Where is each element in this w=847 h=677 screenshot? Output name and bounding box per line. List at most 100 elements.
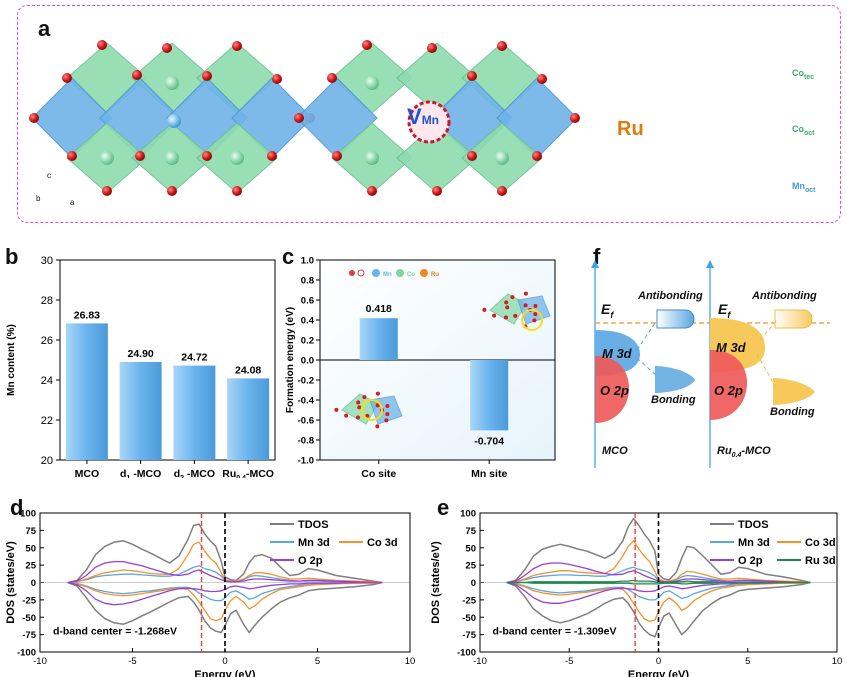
bar [227,378,270,460]
panel-d-label: d [10,495,24,520]
structure-vacancy [294,40,580,196]
y-tick-label: 24 [41,375,53,387]
legend-label: TDOS [298,519,329,531]
series-line-o-2p [506,562,811,584]
y-tick-label: 30 [41,255,53,267]
y-tick-label: 0 [31,578,36,589]
legend-label: Mn 3d [738,537,770,549]
x-axis-label: Energy (eV) [628,669,689,677]
y-tick-label: 100 [20,509,36,520]
y-tick-label: 0.6 [301,296,314,307]
y-tick-label: -75 [462,630,476,641]
chart-c: -1.0 -0.8 -0.6 -0.4 -0.2 0.0 0.2 0.4 0.6 0.8 1.0 Fo… [285,256,556,478]
legend-co-tec-label: Cotec [792,68,815,81]
y-axis-label: DOS (states/eV) [5,541,17,624]
legend-marker [420,269,428,277]
site-highlight [521,309,543,331]
f-left-antibonding-label: Antibonding [638,290,703,302]
x-tick-label: 5 [745,656,750,667]
y-tick-label: -25 [22,595,36,606]
series-line-co-3d [67,541,383,584]
y-tick-label: -100 [457,648,476,659]
x-tick-label: d2 -MCO [174,468,215,478]
legend-marker [349,270,355,276]
series-line-tdos [506,581,811,638]
legend-label: O 2p [738,555,763,567]
y-tick-label: 25 [25,561,36,572]
legend-label: Co 3d [805,537,836,549]
y-tick-label: -50 [22,613,36,624]
bar-value-label: 24.72 [181,352,207,364]
f-left-ef-label: Ef [601,301,614,320]
y-tick-label: -25 [462,595,476,606]
bar-value-label: 24.08 [235,364,261,376]
legend-label: Mn 3d [298,537,330,549]
series-line-ru-3d [506,581,811,585]
x-tick-label: -10 [473,656,487,667]
panel-f-diagram [591,260,830,468]
x-tick-label: -5 [565,656,573,667]
bar-value-label: 24.90 [127,348,153,360]
f-right-ef-label: Ef [718,301,731,320]
site-highlight [361,399,383,421]
x-tick-label: Co site [361,468,396,478]
f-right-bonding-band [773,378,815,405]
panel-a-label: a [38,16,51,41]
dopant-label: Ru [617,118,644,140]
y-tick-label: 26 [41,335,53,347]
bar [470,360,509,431]
series-line-o-2p [506,581,811,604]
y-tick-label: 25 [465,561,476,572]
chart-b-frame [59,259,276,461]
x-tick-label: 10 [832,656,843,667]
y-tick-label: -100 [17,648,36,659]
y-tick-label: 75 [25,526,36,537]
legend-label: Co [407,272,415,278]
x-tick-label: 10 [405,656,416,667]
structure-mco [29,40,315,196]
x-tick-label: 5 [315,656,320,667]
f-left-m3d-label: M 3d [602,346,632,361]
y-tick-label: 50 [25,543,36,554]
x-tick-label: 0 [222,656,227,667]
f-right-antibonding-label: Antibonding [752,290,817,302]
bar [65,323,108,460]
x-tick-label: Ru0.4-MCO [222,468,274,478]
f-right-antibonding-band [774,309,813,329]
panel-c-label: c [282,244,295,269]
y-tick-label: 0.0 [301,356,314,367]
y-tick-label: 0 [471,578,476,589]
y-tick-label: -0.8 [298,436,314,447]
series-line-co-3d [506,581,811,623]
bar-value-label: 26.83 [74,309,100,321]
f-left-antibonding-band [656,309,695,329]
series-line-mn-3d [506,581,811,601]
y-tick-label: -50 [462,613,476,624]
f-right-title: Ru0.4-MCO [717,445,771,460]
f-left-o2p-lobe [595,356,629,423]
axis-b-label: b [36,194,41,203]
panel-e-label: e [437,495,450,520]
panel-a-structures [29,40,580,196]
y-tick-label: 50 [465,543,476,554]
x-tick-label: MCO [75,468,100,478]
bar-value-label: -0.704 [474,435,504,447]
legend-label: Mn [383,272,392,278]
axis-a-label: a [70,198,75,207]
series-line-mn-3d [67,581,383,602]
y-tick-label: 28 [41,295,53,307]
legend-co-oct-label: Cooct [792,124,815,137]
y-axis-label: Formation energy (eV) [285,307,296,413]
panel-f-label: f [593,244,601,269]
y-tick-label: 100 [460,509,476,520]
series-line-tdos [67,523,383,584]
panel-b-label: b [5,244,19,269]
legend-marker [357,269,365,277]
bar [359,318,398,360]
legend-label: Ru [431,272,439,278]
y-tick-label: -0.4 [298,396,315,407]
f-left-o2p-label: O 2p [600,383,629,398]
x-tick-label: Mn site [471,468,507,478]
